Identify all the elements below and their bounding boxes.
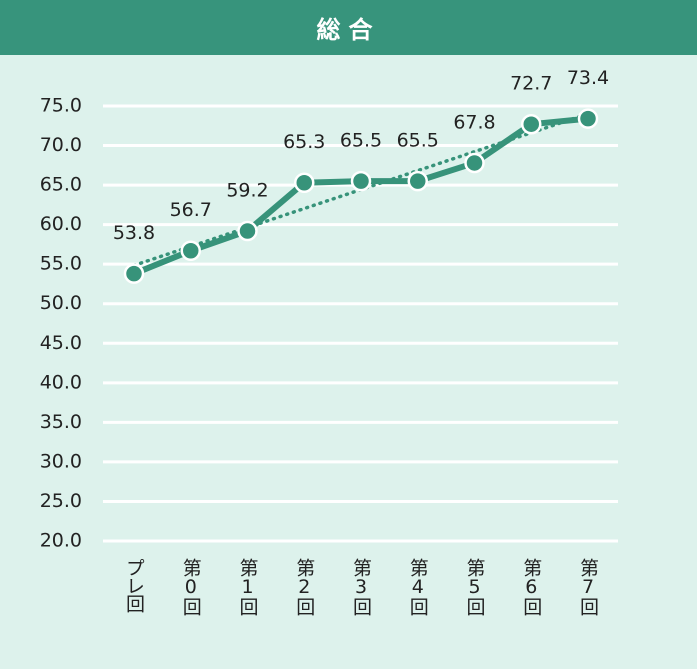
data-label: 72.7 bbox=[510, 73, 552, 95]
data-label: 53.8 bbox=[113, 222, 155, 244]
data-label: 65.5 bbox=[340, 130, 382, 152]
point bbox=[294, 172, 315, 193]
y-tick-label: 30.0 bbox=[40, 450, 82, 472]
point bbox=[407, 170, 428, 192]
data-label: 67.8 bbox=[453, 111, 495, 133]
point bbox=[521, 113, 542, 135]
y-tick-label: 25.0 bbox=[40, 490, 82, 512]
x-tick-label: 第7回 bbox=[577, 558, 599, 615]
data-label: 65.5 bbox=[397, 130, 439, 152]
x-tick-label: プレ回 bbox=[123, 558, 145, 612]
point bbox=[350, 170, 372, 192]
point bbox=[464, 152, 485, 174]
x-tick-label: 第1回 bbox=[236, 558, 259, 615]
point bbox=[123, 263, 145, 284]
data-label: 73.4 bbox=[567, 67, 609, 89]
y-tick-label: 65.0 bbox=[40, 174, 82, 196]
y-tick-label: 60.0 bbox=[40, 213, 82, 235]
y-tick-label: 40.0 bbox=[40, 371, 82, 393]
y-tick-label: 55.0 bbox=[40, 253, 82, 275]
y-tick-label: 35.0 bbox=[40, 411, 82, 433]
y-tick-label: 45.0 bbox=[40, 332, 82, 354]
y-tick-label: 50.0 bbox=[40, 292, 82, 314]
x-tick-label: 第6回 bbox=[520, 558, 543, 615]
data-label: 56.7 bbox=[170, 199, 212, 221]
x-tick-label: 第4回 bbox=[406, 558, 429, 615]
x-tick-label: 第3回 bbox=[350, 558, 372, 615]
data-label: 59.2 bbox=[226, 179, 268, 201]
point bbox=[577, 108, 599, 129]
y-tick-label: 70.0 bbox=[40, 134, 82, 156]
y-tick-label: 75.0 bbox=[40, 95, 82, 117]
data-label: 65.3 bbox=[283, 131, 325, 153]
point bbox=[180, 240, 201, 261]
x-tick-label: 第2回 bbox=[293, 558, 316, 615]
point bbox=[237, 220, 258, 242]
x-tick-label: 第0回 bbox=[179, 558, 202, 615]
x-tick-label: 第5回 bbox=[463, 558, 486, 615]
y-tick-label: 20.0 bbox=[40, 530, 82, 552]
chart-title: 総合 bbox=[0, 0, 697, 55]
